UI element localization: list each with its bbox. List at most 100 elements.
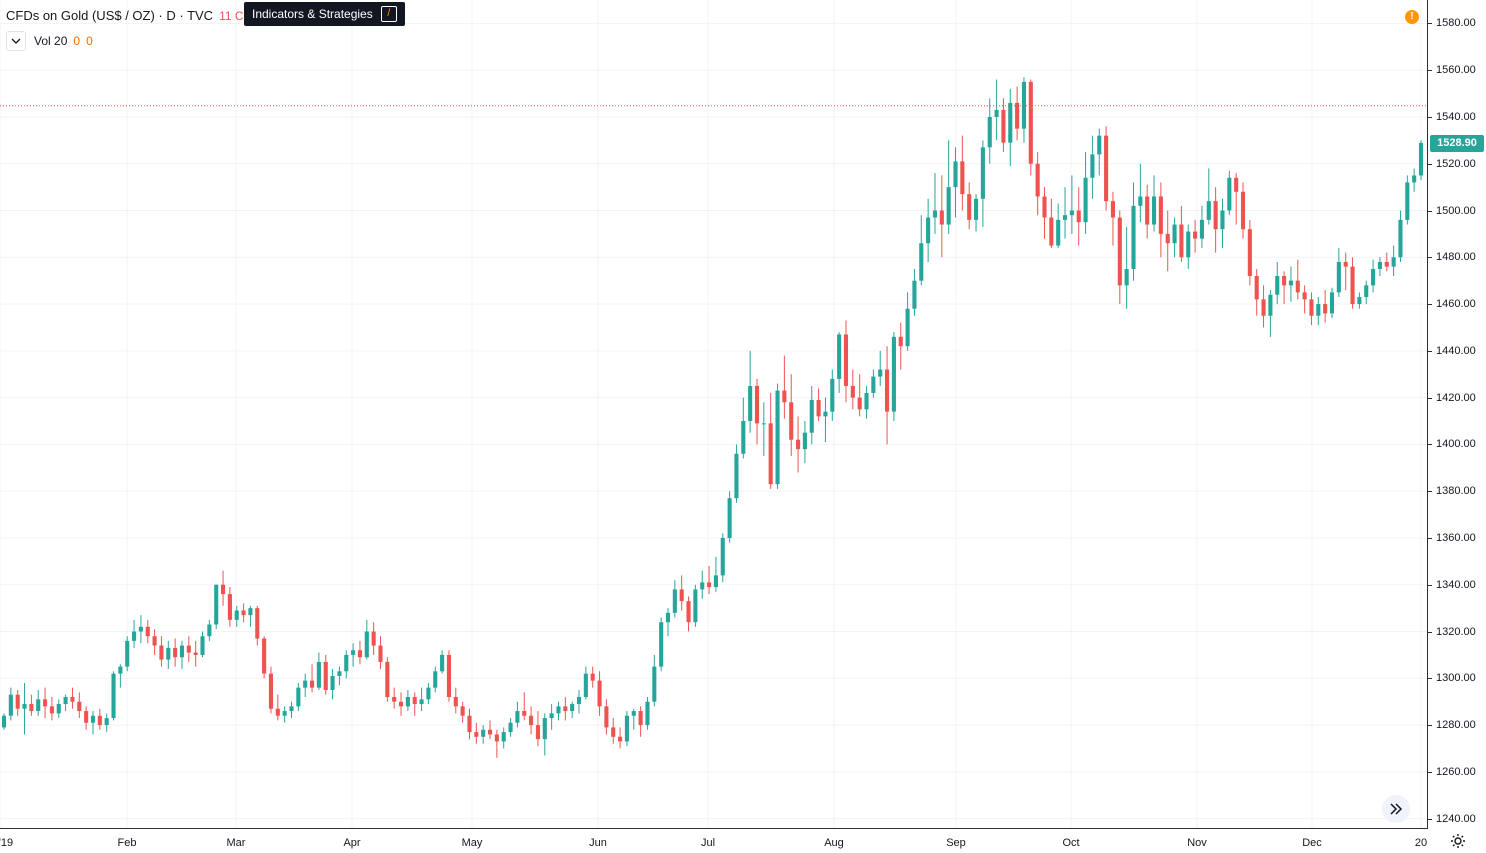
symbol-title[interactable]: CFDs on Gold (US$ / OZ) · D · TVC: [6, 8, 214, 23]
candle-body: [1282, 276, 1287, 286]
candle-body: [885, 369, 890, 412]
candle: [1302, 285, 1307, 314]
candle: [337, 666, 342, 686]
price-tick-mark: [1428, 537, 1432, 539]
candle-body: [474, 732, 479, 737]
price-tick-mark: [1428, 116, 1432, 118]
candle-body: [823, 411, 828, 417]
candle: [549, 704, 554, 730]
candle-body: [303, 680, 308, 688]
candle-body: [734, 453, 739, 499]
candle: [316, 652, 321, 690]
candle: [748, 350, 753, 433]
time-axis[interactable]: '19 Feb Mar Apr May Jun Jul Aug Sep Oct Nov Dec 20: [0, 829, 1428, 851]
candle: [152, 629, 157, 655]
candle-body: [535, 725, 540, 740]
candle: [919, 215, 924, 286]
candle-body: [15, 694, 20, 709]
candle: [8, 687, 13, 721]
price-chart[interactable]: [0, 0, 1427, 828]
candle-body: [337, 671, 342, 676]
candle-body: [878, 369, 883, 377]
gear-icon[interactable]: [1450, 833, 1466, 849]
candle-body: [946, 187, 951, 225]
candle-body: [843, 334, 849, 386]
candle: [843, 320, 849, 403]
candle-body: [857, 397, 862, 410]
candle: [1220, 198, 1225, 248]
candle-body: [330, 675, 335, 690]
candle-body: [426, 687, 431, 700]
candle: [583, 666, 588, 700]
candle-body: [29, 704, 34, 712]
candle: [1104, 126, 1109, 211]
candle-body: [1288, 280, 1293, 286]
chart-pane[interactable]: [0, 0, 1428, 829]
candle: [248, 605, 253, 627]
candle: [1165, 210, 1170, 272]
candle-body: [132, 631, 137, 641]
candle-body: [1179, 224, 1184, 258]
candle: [84, 706, 89, 730]
candle-body: [1206, 201, 1211, 220]
candle: [1418, 140, 1424, 181]
candle-body: [351, 650, 356, 655]
chevron-down-icon[interactable]: [6, 31, 26, 51]
candle-body: [686, 601, 691, 623]
candle-body: [405, 697, 410, 707]
candle: [837, 332, 842, 393]
candle: [1001, 98, 1006, 153]
candle-body: [515, 711, 520, 723]
candle: [878, 350, 883, 386]
candle: [926, 198, 931, 262]
candle-body: [816, 399, 821, 417]
candle-body: [926, 217, 931, 244]
price-axis[interactable]: 1240.00 1260.00 1280.00 1300.00 1320.00 1340.…: [1428, 0, 1486, 829]
candle: [412, 692, 417, 716]
candle-body: [768, 423, 773, 485]
candle: [953, 147, 958, 218]
candle: [891, 332, 896, 422]
candle: [193, 640, 198, 667]
candle: [186, 636, 191, 662]
candle: [1062, 187, 1068, 239]
candle-body: [1371, 268, 1376, 286]
candle-body: [1097, 135, 1102, 155]
candle-body: [830, 378, 835, 412]
candle: [693, 584, 698, 627]
price-tick-label: 1560.00: [1436, 64, 1476, 77]
candle: [734, 444, 739, 503]
candle-body: [1261, 299, 1266, 316]
candle-body: [262, 638, 267, 674]
price-tick-label: 1520.00: [1436, 157, 1476, 170]
candle-body: [1083, 177, 1088, 223]
candle: [1042, 187, 1047, 239]
volume-label[interactable]: Vol 20: [34, 34, 68, 48]
candle-body: [932, 210, 938, 218]
candle: [344, 650, 349, 679]
time-tick-label: Jul: [700, 837, 716, 849]
candle: [932, 173, 938, 234]
candle: [850, 369, 855, 410]
price-tick-label: 1540.00: [1436, 110, 1476, 123]
time-tick-label: Nov: [1187, 837, 1207, 849]
candle: [1117, 210, 1122, 305]
candle: [535, 711, 540, 747]
candle-body: [433, 671, 438, 688]
candle: [220, 570, 226, 606]
candle-body: [1049, 217, 1054, 246]
candle-body: [1193, 231, 1198, 239]
candle: [515, 701, 520, 728]
candle: [576, 690, 582, 714]
candle: [1028, 79, 1033, 176]
candle-body: [1104, 135, 1109, 202]
candle: [782, 355, 787, 419]
candle: [371, 622, 376, 655]
candle-body: [200, 636, 205, 655]
candle: [29, 694, 34, 716]
candle: [707, 566, 712, 595]
alert-icon[interactable]: !: [1405, 10, 1419, 24]
candle: [973, 194, 979, 232]
scroll-right-icon[interactable]: [1382, 795, 1410, 823]
price-tick-label: 1500.00: [1436, 204, 1476, 217]
